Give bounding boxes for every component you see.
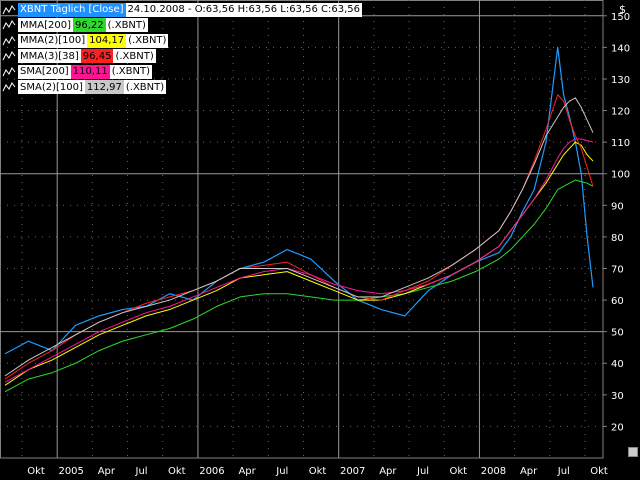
legend-item-name: MMA(2)[100] (18, 33, 88, 48)
y-tick-label: 30 (611, 391, 624, 402)
legend-item-suffix: (.XBNT) (126, 33, 169, 48)
y-tick-label: 130 (611, 75, 630, 86)
line-chart-icon (2, 82, 16, 92)
x-tick-label: 2007 (340, 466, 365, 477)
x-tick-label: 2006 (199, 466, 224, 477)
legend-main-name: XBNT Täglich [Close] (18, 2, 126, 17)
legend-item-name: SMA[200] (18, 64, 71, 79)
x-tick-label: 2008 (481, 466, 506, 477)
series-line-ma (4, 97, 594, 377)
y-tick-label: 110 (611, 138, 630, 149)
x-tick-label: Apr (98, 466, 116, 477)
legend-item-value: 112,97 (84, 80, 124, 95)
series-line-ma (4, 94, 594, 380)
x-tick-label: 2005 (58, 466, 83, 477)
y-tick-label: 60 (611, 296, 624, 307)
x-tick-label: Okt (309, 466, 327, 477)
x-tick-label: Okt (168, 466, 186, 477)
y-tick-label: 90 (611, 201, 624, 212)
legend-main-info: 24.10.2008 - O:63,56 H:63,56 L:63,56 C:6… (125, 2, 363, 17)
legend-main[interactable]: XBNT Täglich [Close] 24.10.2008 - O:63,5… (2, 2, 363, 18)
y-tick-label: 50 (611, 328, 624, 339)
currency-label: $ (619, 3, 626, 16)
x-tick-label: Jul (557, 466, 570, 477)
y-tick-label: 100 (611, 170, 630, 181)
y-tick-label: 80 (611, 233, 624, 244)
y-tick-label: 150 (611, 12, 630, 23)
legend-item-suffix: (.XBNT) (123, 80, 167, 95)
x-tick-label: Okt (27, 466, 45, 477)
line-chart-icon (2, 35, 16, 45)
legend-item[interactable]: SMA[200] 110,11 (.XBNT) (2, 64, 362, 80)
legend-item-suffix: (.XBNT) (105, 18, 148, 33)
axes: 20 30 40 50 60 70 80 90 100 110 120 130 140 150 Okt 200… (27, 12, 630, 477)
legend-item-suffix: (.XBNT) (113, 49, 156, 64)
y-tick-label: 120 (611, 107, 630, 118)
x-tick-label: Okt (449, 466, 467, 477)
series-group (4, 46, 594, 393)
legend-item[interactable]: MMA(2)[100] 104,17 (.XBNT) (2, 33, 362, 49)
legend-item-value: 110,11 (70, 64, 110, 79)
legend-item-value: 104,17 (87, 33, 127, 48)
series-line-ma (4, 179, 594, 393)
plot-frame (0, 0, 604, 459)
legend-item[interactable]: SMA(2)[100] 112,97 (.XBNT) (2, 80, 362, 96)
line-chart-icon (2, 4, 16, 14)
legend-item-name: MMA(3)[38] (18, 49, 81, 64)
legend-item-suffix: (.XBNT) (109, 64, 152, 79)
line-chart-icon (2, 51, 16, 61)
legend-item-name: MMA[200] (18, 18, 73, 33)
grid (0, 0, 604, 459)
y-tick-label: 20 (611, 422, 624, 433)
x-tick-label: Jul (275, 466, 288, 477)
series-line-ma (4, 141, 594, 386)
series-line-ma (4, 138, 594, 383)
y-tick-label: 40 (611, 359, 624, 370)
x-tick-label: Apr (238, 466, 256, 477)
legend-item-name: SMA(2)[100] (18, 80, 85, 95)
legend-item-value: 96,45 (80, 49, 114, 64)
line-chart-icon (2, 66, 16, 76)
x-tick-label: Jul (416, 466, 429, 477)
x-tick-label: Apr (379, 466, 397, 477)
y-tick-label: 70 (611, 264, 624, 275)
legend-item-value: 96,22 (73, 18, 106, 33)
y-tick-label: 140 (611, 43, 630, 54)
resize-handle[interactable] (628, 447, 638, 457)
x-tick-label: Jul (135, 466, 148, 477)
series-line-price (4, 46, 594, 355)
legend-item[interactable]: MMA(3)[38] 96,45 (.XBNT) (2, 49, 362, 65)
x-tick-label: Apr (520, 466, 538, 477)
x-tick-label: Okt (590, 466, 608, 477)
legend-item[interactable]: MMA[200] 96,22 (.XBNT) (2, 18, 362, 34)
line-chart-icon (2, 20, 16, 30)
legend: XBNT Täglich [Close] 24.10.2008 - O:63,5… (2, 2, 363, 96)
